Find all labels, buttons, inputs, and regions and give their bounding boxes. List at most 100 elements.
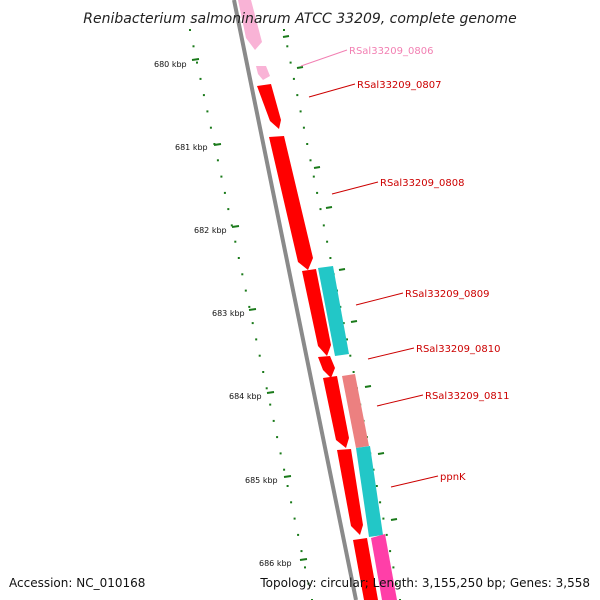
tick-dot: [300, 550, 303, 553]
gene-arrow-red-5[interactable]: [323, 376, 349, 448]
gene-label-rsal33209-0810[interactable]: RSal33209_0810: [416, 344, 500, 355]
tick-dot: [189, 29, 191, 31]
minor-tick: [338, 268, 346, 271]
tick-dot: [306, 143, 309, 145]
tick-dot: [209, 126, 212, 129]
tick-dot: [389, 550, 392, 553]
tick-dot: [307, 582, 310, 585]
tick-dot: [283, 29, 285, 31]
minor-tick: [390, 518, 398, 521]
tick-dot: [276, 436, 279, 439]
tick-dot: [241, 273, 244, 276]
gene-track-outer: [318, 266, 397, 600]
tick-dot: [192, 45, 195, 48]
tick-dot: [290, 501, 293, 504]
gene-ppnk[interactable]: [356, 446, 383, 537]
tick-dot: [316, 191, 319, 194]
tick-dot: [319, 208, 322, 211]
tick-dot: [283, 468, 286, 471]
tick-dot: [302, 126, 305, 129]
tick-dot: [227, 208, 230, 211]
gene-label-rsal33209-0811[interactable]: RSal33209_0811: [425, 391, 509, 402]
tick-dot: [346, 338, 348, 341]
kbp-label: 680 kbp: [154, 60, 187, 69]
leader-line: [376, 394, 424, 407]
tick-dot: [286, 45, 289, 48]
tick-dot: [289, 61, 292, 64]
topology-text: Topology: circular; Length: 3,155,250 bp…: [259, 576, 590, 590]
minor-tick: [296, 66, 304, 69]
tick-dot: [206, 110, 209, 113]
gene-arrow-rsal33209-0810[interactable]: [302, 269, 331, 356]
tick-dot: [230, 224, 233, 227]
kbp-label: 683 kbp: [212, 309, 245, 318]
tick-dot: [292, 77, 295, 80]
tick-dot: [265, 387, 268, 390]
accession-text: Accession: NC_010168: [9, 576, 145, 590]
gene-label-ppnk[interactable]: ppnK: [440, 472, 466, 483]
tick-dot: [349, 354, 352, 357]
tick-dot: [258, 354, 261, 357]
tick-dot: [296, 94, 299, 97]
gene-track-inner: [238, 0, 378, 600]
gene-arrow-rsal33209-0806[interactable]: [238, 0, 262, 50]
minor-tick: [325, 206, 333, 209]
minor-tick: [364, 385, 372, 388]
gene-arrow-red-7[interactable]: [353, 538, 378, 600]
tick-dot: [329, 257, 332, 259]
leader-line: [367, 347, 415, 360]
kbp-tick: [266, 391, 275, 394]
gene-label-rsal33209-0809[interactable]: RSal33209_0809: [405, 289, 489, 300]
tick-dot: [326, 240, 329, 243]
gene-arrow-small[interactable]: [318, 356, 335, 378]
kbp-label: 686 kbp: [259, 559, 292, 568]
tick-dot: [304, 566, 306, 569]
kbp-tick: [213, 143, 222, 146]
minor-tick: [350, 320, 358, 323]
gene-label-rsal33209-0808[interactable]: RSal33209_0808: [380, 178, 464, 189]
gene-rsal33209-0811[interactable]: [342, 374, 369, 448]
tick-dot: [395, 582, 398, 585]
gene-label-rsal33209-0807[interactable]: RSal33209_0807: [357, 80, 441, 91]
leader-line: [300, 49, 348, 67]
gene-arrow-rsal33209-0806-tail[interactable]: [256, 66, 270, 80]
tick-dot: [255, 338, 258, 341]
gene-rsal33209-0809[interactable]: [318, 266, 349, 356]
kbp-tick: [248, 308, 257, 311]
tick-dot: [220, 175, 223, 178]
gene-pink[interactable]: [371, 534, 397, 600]
tick-dots-left: [189, 29, 313, 600]
leader-line: [355, 292, 404, 306]
label-leaders: [300, 49, 439, 488]
leader-line: [308, 83, 356, 98]
gene-arrow-rsal33209-0808[interactable]: [269, 136, 313, 270]
page-title: Renibacterium salmoninarum ATCC 33209, c…: [83, 11, 516, 27]
minor-tick: [377, 452, 385, 455]
tick-dot: [322, 224, 325, 227]
kbp-ticks: [191, 58, 308, 561]
leader-line: [390, 475, 439, 488]
tick-dot: [293, 517, 296, 520]
tick-dot: [262, 371, 265, 373]
minor-tick: [282, 35, 290, 38]
tick-dot: [385, 533, 388, 536]
kbp-tick: [299, 558, 308, 561]
gene-label-rsal33209-0806[interactable]: RSal33209_0806: [349, 46, 433, 57]
tick-dot: [382, 517, 385, 520]
tick-dot: [279, 452, 282, 455]
gene-labels: RSal33209_0806 RSal33209_0807 RSal33209_…: [349, 46, 509, 483]
tick-dot: [309, 159, 312, 162]
gene-arrow-red-6[interactable]: [337, 449, 363, 535]
tick-dot: [272, 419, 275, 422]
kbp-labels: 680 kbp 681 kbp 682 kbp 683 kbp 684 kbp …: [154, 60, 292, 568]
kbp-tick: [283, 475, 292, 478]
tick-dot: [299, 110, 302, 113]
tick-dot: [297, 533, 300, 536]
minor-tick: [313, 166, 321, 169]
gene-arrow-rsal33209-0807[interactable]: [257, 84, 281, 129]
kbp-label: 684 kbp: [229, 392, 262, 401]
kbp-tick: [191, 58, 200, 61]
tick-dot: [216, 159, 219, 162]
tick-dot: [375, 485, 378, 487]
tick-dot: [342, 322, 345, 325]
